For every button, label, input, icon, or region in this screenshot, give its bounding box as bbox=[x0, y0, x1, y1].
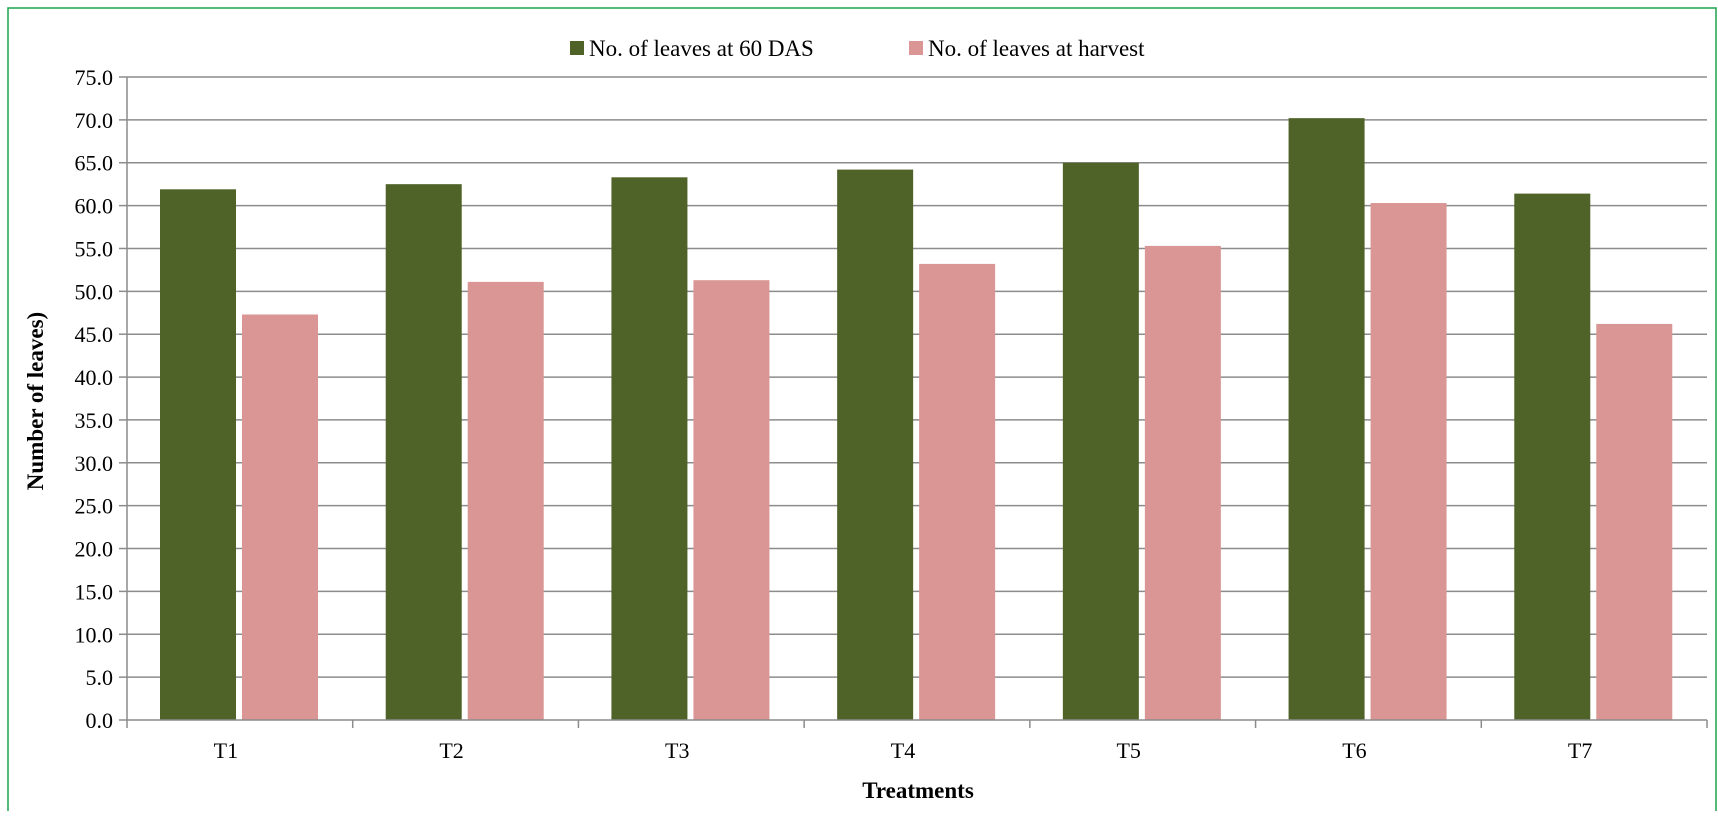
y-tick-label: 45.0 bbox=[75, 322, 114, 347]
bar-60das-t1 bbox=[160, 189, 236, 720]
y-tick-label: 35.0 bbox=[75, 408, 114, 433]
y-tick-label: 25.0 bbox=[75, 494, 114, 519]
legend: No. of leaves at 60 DAS No. of leaves at … bbox=[570, 36, 1145, 61]
bar-harvest-t4 bbox=[919, 263, 996, 720]
y-tick-label: 10.0 bbox=[75, 622, 114, 647]
bar-harvest-t3 bbox=[693, 280, 770, 720]
y-tick-label: 30.0 bbox=[75, 451, 114, 476]
y-tick-label: 5.0 bbox=[86, 665, 114, 690]
bar-60das-t7 bbox=[1514, 193, 1591, 720]
x-tick-label: T6 bbox=[1342, 738, 1366, 763]
x-tick-label: T2 bbox=[439, 738, 463, 763]
legend-label: No. of leaves at 60 DAS bbox=[589, 36, 814, 61]
bar-harvest-t7 bbox=[1596, 323, 1673, 720]
y-tick-label: 0.0 bbox=[86, 708, 114, 733]
y-tick-label: 75.0 bbox=[75, 65, 114, 90]
bar-60das-t5 bbox=[1062, 162, 1139, 720]
bar-harvest-t2 bbox=[467, 281, 544, 720]
bar-harvest-t6 bbox=[1370, 203, 1447, 720]
x-tick-label: T4 bbox=[891, 738, 915, 763]
x-axis-title: Treatments bbox=[862, 778, 974, 803]
axes bbox=[119, 76, 1708, 728]
y-axis-title: Number of leaves) bbox=[23, 312, 48, 490]
legend-item-60das: No. of leaves at 60 DAS bbox=[570, 36, 814, 61]
y-tick-label: 50.0 bbox=[75, 279, 114, 304]
x-tick-label: T5 bbox=[1116, 738, 1140, 763]
x-tick-label: T3 bbox=[665, 738, 689, 763]
y-tick-label: 65.0 bbox=[75, 151, 114, 176]
y-tick-label: 15.0 bbox=[75, 579, 114, 604]
y-tick-label: 60.0 bbox=[75, 194, 114, 219]
x-tick-label: T1 bbox=[214, 738, 238, 763]
bar-60das-t4 bbox=[837, 169, 914, 721]
legend-item-harvest: No. of leaves at harvest bbox=[909, 36, 1145, 61]
legend-label: No. of leaves at harvest bbox=[928, 36, 1145, 61]
legend-swatch bbox=[909, 41, 923, 55]
bar-60das-t2 bbox=[385, 184, 462, 720]
legend-swatch bbox=[570, 41, 584, 55]
bar-60das-t6 bbox=[1288, 118, 1365, 721]
bar-60das-t3 bbox=[611, 177, 688, 721]
bar-harvest-t1 bbox=[242, 314, 318, 720]
y-tick-label: 20.0 bbox=[75, 537, 114, 562]
bars bbox=[160, 118, 1673, 721]
x-tick-label: T7 bbox=[1568, 738, 1592, 763]
y-tick-label: 70.0 bbox=[75, 108, 114, 133]
y-tick-label: 40.0 bbox=[75, 365, 114, 390]
x-tick-labels: T1 T2 T3 T4 T5 T6 T7 bbox=[214, 738, 1593, 763]
bar-harvest-t5 bbox=[1144, 245, 1221, 721]
y-tick-label: 55.0 bbox=[75, 236, 114, 261]
y-tick-labels: 0.0 5.0 10.0 15.0 20.0 25.0 30.0 35.0 40.0 45.0 50… bbox=[75, 65, 114, 733]
